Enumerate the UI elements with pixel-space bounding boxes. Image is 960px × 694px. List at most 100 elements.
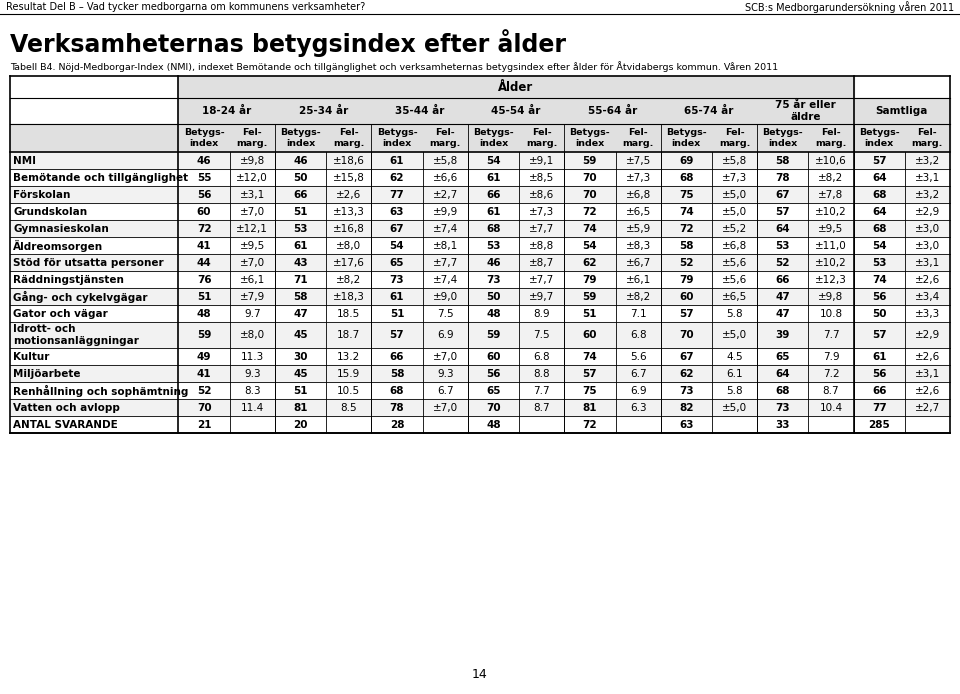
Bar [179,98,950,124]
Text: ±5,0: ±5,0 [722,189,747,199]
Text: 5.8: 5.8 [726,385,743,396]
Text: ±2,6: ±2,6 [915,351,940,362]
Bar [10,186,950,203]
Text: 8.9: 8.9 [534,309,550,319]
Text: 64: 64 [776,369,790,378]
Text: ±2,6: ±2,6 [915,275,940,285]
Text: 48: 48 [486,419,501,430]
Text: 51: 51 [583,309,597,319]
Text: 58: 58 [294,291,308,301]
Text: ±7,8: ±7,8 [818,189,844,199]
Text: 59: 59 [487,330,500,340]
Text: ±8,2: ±8,2 [336,275,361,285]
Text: ±6,5: ±6,5 [626,207,651,217]
Text: Betygs-
index: Betygs- index [569,128,611,148]
Text: 48: 48 [197,309,211,319]
Text: ±7,0: ±7,0 [433,403,458,412]
Text: ±10,2: ±10,2 [815,207,847,217]
Text: 14: 14 [472,668,488,681]
Text: 66: 66 [294,189,308,199]
Text: Verksamheternas betygsindex efter ålder: Verksamheternas betygsindex efter ålder [10,29,566,57]
Text: ±7,4: ±7,4 [433,223,458,233]
Bar [10,288,950,305]
Text: Renhållning och sophämtning: Renhållning och sophämtning [13,384,188,396]
Text: Fel-
marg.: Fel- marg. [912,128,943,148]
Text: ±12,3: ±12,3 [815,275,847,285]
Text: 53: 53 [776,241,790,251]
Text: ±7,7: ±7,7 [529,275,554,285]
Text: ±5,0: ±5,0 [722,207,747,217]
Bar [10,322,950,348]
Bar [10,124,950,152]
Text: ±2,9: ±2,9 [915,330,940,340]
Text: 70: 70 [486,403,501,412]
Text: Fel-
marg.: Fel- marg. [815,128,847,148]
Text: 60: 60 [679,291,693,301]
Text: ±6,8: ±6,8 [722,241,747,251]
Text: 51: 51 [390,309,404,319]
Text: 62: 62 [390,173,404,183]
Text: 53: 53 [486,241,501,251]
Bar [10,399,950,416]
Text: Betygs-
index: Betygs- index [473,128,514,148]
Text: 75: 75 [679,189,694,199]
Text: 61: 61 [872,351,886,362]
Text: 25-34 år: 25-34 år [299,106,348,116]
Text: 73: 73 [679,385,694,396]
Text: 56: 56 [197,189,211,199]
Text: 77: 77 [872,403,887,412]
Text: ±5,0: ±5,0 [722,403,747,412]
Text: ±15,8: ±15,8 [333,173,365,183]
Text: ±7,5: ±7,5 [626,155,651,165]
Text: 10.4: 10.4 [820,403,843,412]
Text: 63: 63 [390,207,404,217]
Text: 59: 59 [583,291,597,301]
Text: 74: 74 [679,207,694,217]
Text: 74: 74 [583,223,597,233]
Text: 50: 50 [872,309,886,319]
Text: 49: 49 [197,351,211,362]
Text: 8.5: 8.5 [341,403,357,412]
Text: 69: 69 [679,155,693,165]
Text: Äldreomsorgen: Äldreomsorgen [13,239,103,251]
Text: Räddningstjänsten: Räddningstjänsten [13,275,124,285]
Text: 70: 70 [197,403,211,412]
Text: ±3,1: ±3,1 [915,369,940,378]
Text: Betygs-
index: Betygs- index [666,128,707,148]
Text: 66: 66 [486,189,501,199]
Text: 72: 72 [583,419,597,430]
Text: 51: 51 [294,385,308,396]
Text: ±12,1: ±12,1 [236,223,268,233]
Text: 65: 65 [486,385,501,396]
Text: 68: 68 [872,223,886,233]
Text: ±2,9: ±2,9 [915,207,940,217]
Text: 45: 45 [293,330,308,340]
Text: 58: 58 [390,369,404,378]
Text: 57: 57 [776,207,790,217]
Bar [10,220,950,237]
Text: 61: 61 [486,173,501,183]
Text: ±5,0: ±5,0 [722,330,747,340]
Text: ±10,6: ±10,6 [815,155,847,165]
Bar [179,76,853,98]
Text: ±7,7: ±7,7 [529,223,554,233]
Text: 57: 57 [872,155,886,165]
Text: 61: 61 [390,291,404,301]
Text: 79: 79 [583,275,597,285]
Text: ±18,6: ±18,6 [333,155,365,165]
Text: 6.1: 6.1 [726,369,743,378]
Text: ±8,0: ±8,0 [240,330,265,340]
Text: 72: 72 [583,207,597,217]
Text: 11.3: 11.3 [241,351,264,362]
Text: SCB:s Medborgarundersökning våren 2011: SCB:s Medborgarundersökning våren 2011 [745,1,954,13]
Text: 74: 74 [872,275,887,285]
Text: 51: 51 [294,207,308,217]
Text: 18.5: 18.5 [337,309,360,319]
Text: ±2,6: ±2,6 [915,385,940,396]
Text: 20: 20 [294,419,308,430]
Text: 73: 73 [776,403,790,412]
Text: 53: 53 [872,257,886,267]
Text: 61: 61 [486,207,501,217]
Text: 6.7: 6.7 [630,369,646,378]
Text: Bemötande och tillgänglighet: Bemötande och tillgänglighet [13,173,188,183]
